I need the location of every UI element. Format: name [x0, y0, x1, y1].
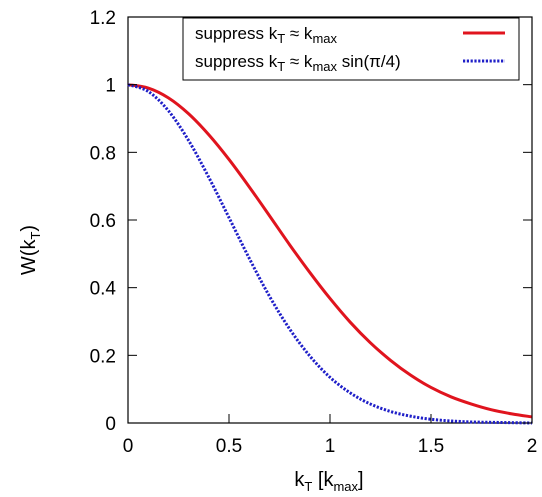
series-layer [127, 83, 533, 425]
x-tick-label: 2 [527, 436, 538, 457]
y-tick-label: 0.2 [90, 346, 116, 367]
x-tick-label: 0 [123, 436, 134, 457]
y-tick-label: 0.8 [90, 143, 116, 164]
y-tick-label: 1.2 [90, 8, 116, 29]
y-tick-label: 0 [105, 414, 116, 435]
y-axis-label: W(kT) [18, 225, 43, 275]
legend: suppress kT ≈ kmax suppress kT ≈ kmax sin… [182, 17, 520, 81]
legend-label-2: suppress kT ≈ kmax sin(π/4) [195, 52, 401, 74]
series-line-2 [127, 83, 533, 425]
y-tick-label: 0.6 [90, 211, 116, 232]
x-tick-label: 0.5 [216, 436, 242, 457]
y-tick-label: 1 [105, 76, 116, 97]
ticks-layer: 0 0.5 1 1.5 2 0 0.2 0.4 0.6 0.8 1 1.2 [90, 8, 538, 457]
y-tick-label: 0.4 [90, 279, 117, 300]
series-line-1 [127, 83, 533, 419]
x-tick-label: 1.5 [418, 436, 444, 457]
x-tick-label: 1 [325, 436, 336, 457]
x-axis-label: kT [kmax] [294, 469, 363, 494]
legend-box [182, 17, 520, 81]
legend-label-1: suppress kT ≈ kmax [195, 24, 337, 46]
